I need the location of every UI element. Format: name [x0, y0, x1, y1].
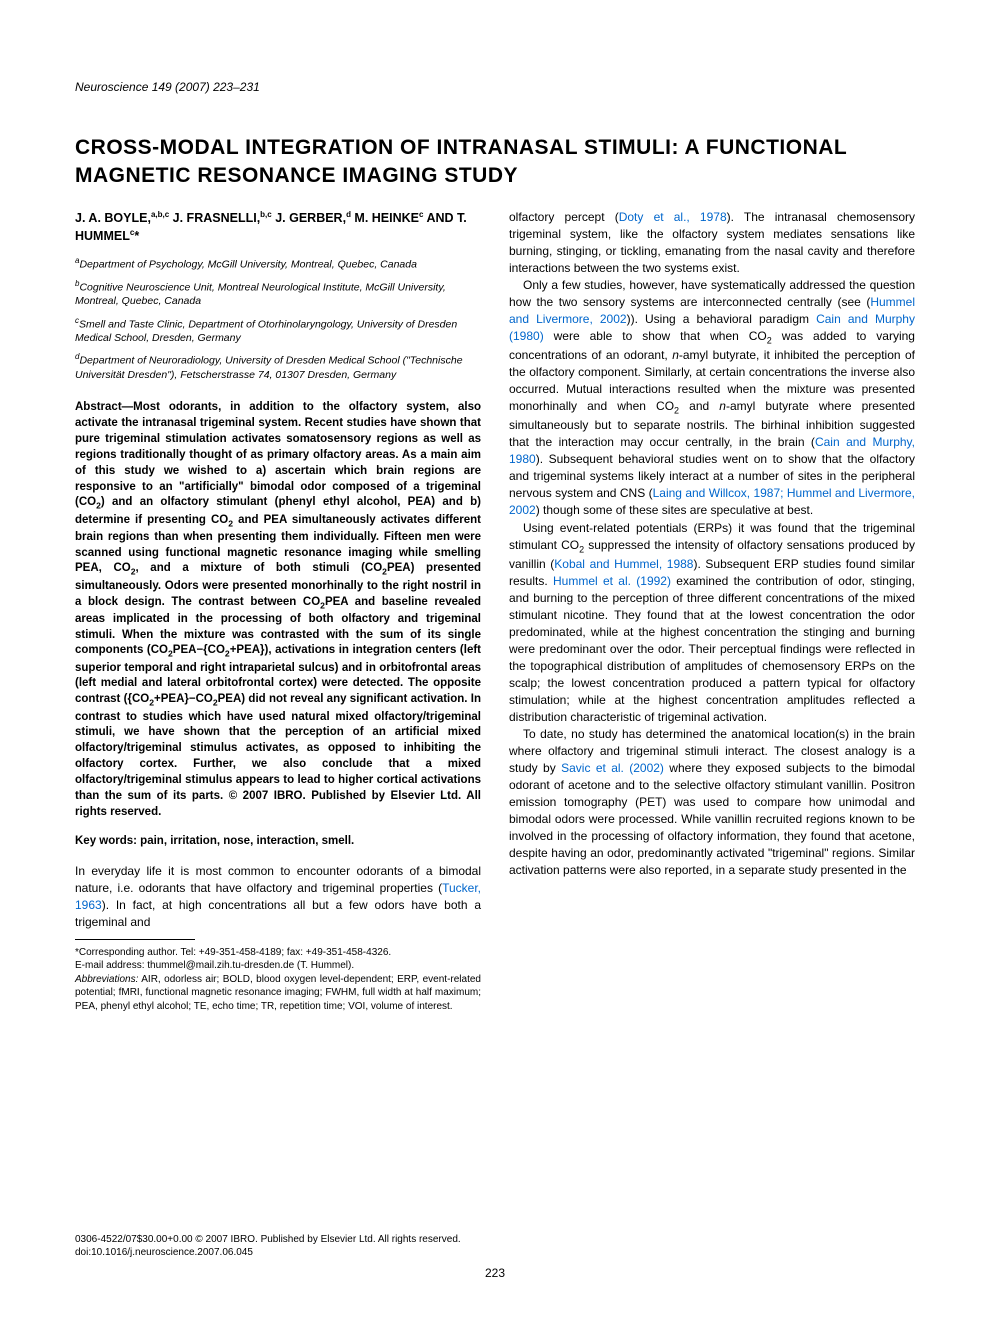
affiliation: dDepartment of Neuroradiology, Universit… — [75, 352, 481, 382]
copyright-line: 0306-4522/07$30.00+0.00 © 2007 IBRO. Pub… — [75, 1234, 915, 1245]
affiliation: aDepartment of Psychology, McGill Univer… — [75, 256, 481, 272]
affiliation: bCognitive Neuroscience Unit, Montreal N… — [75, 279, 481, 309]
body-paragraph: Using event-related potentials (ERPs) it… — [509, 520, 915, 727]
body-paragraph: To date, no study has determined the ana… — [509, 726, 915, 879]
authors-line: J. A. BOYLE,a,b,c J. FRASNELLI,b,c J. GE… — [75, 209, 481, 246]
body-paragraph: Only a few studies, however, have system… — [509, 277, 915, 520]
affiliations-block: aDepartment of Psychology, McGill Univer… — [75, 256, 481, 382]
left-column: J. A. BOYLE,a,b,c J. FRASNELLI,b,c J. GE… — [75, 209, 481, 1013]
doi-line: doi:10.1016/j.neuroscience.2007.06.045 — [75, 1247, 915, 1258]
right-column: olfactory percept (Doty et al., 1978). T… — [509, 209, 915, 1013]
footnote-divider — [75, 939, 195, 940]
keywords: Key words: pain, irritation, nose, inter… — [75, 835, 481, 847]
page-footer: 0306-4522/07$30.00+0.00 © 2007 IBRO. Pub… — [75, 1234, 915, 1280]
corresponding-author-footnote: *Corresponding author. Tel: +49-351-458-… — [75, 946, 481, 1014]
body-paragraph: olfactory percept (Doty et al., 1978). T… — [509, 209, 915, 277]
intro-paragraph-left: In everyday life it is most common to en… — [75, 863, 481, 931]
affiliation: cSmell and Taste Clinic, Department of O… — [75, 316, 481, 346]
abstract: Abstract—Most odorants, in addition to t… — [75, 400, 481, 820]
two-column-layout: J. A. BOYLE,a,b,c J. FRASNELLI,b,c J. GE… — [75, 209, 915, 1013]
article-title: CROSS-MODAL INTEGRATION OF INTRANASAL ST… — [75, 134, 915, 191]
journal-header: Neuroscience 149 (2007) 223–231 — [75, 80, 915, 94]
page-number: 223 — [75, 1266, 915, 1280]
